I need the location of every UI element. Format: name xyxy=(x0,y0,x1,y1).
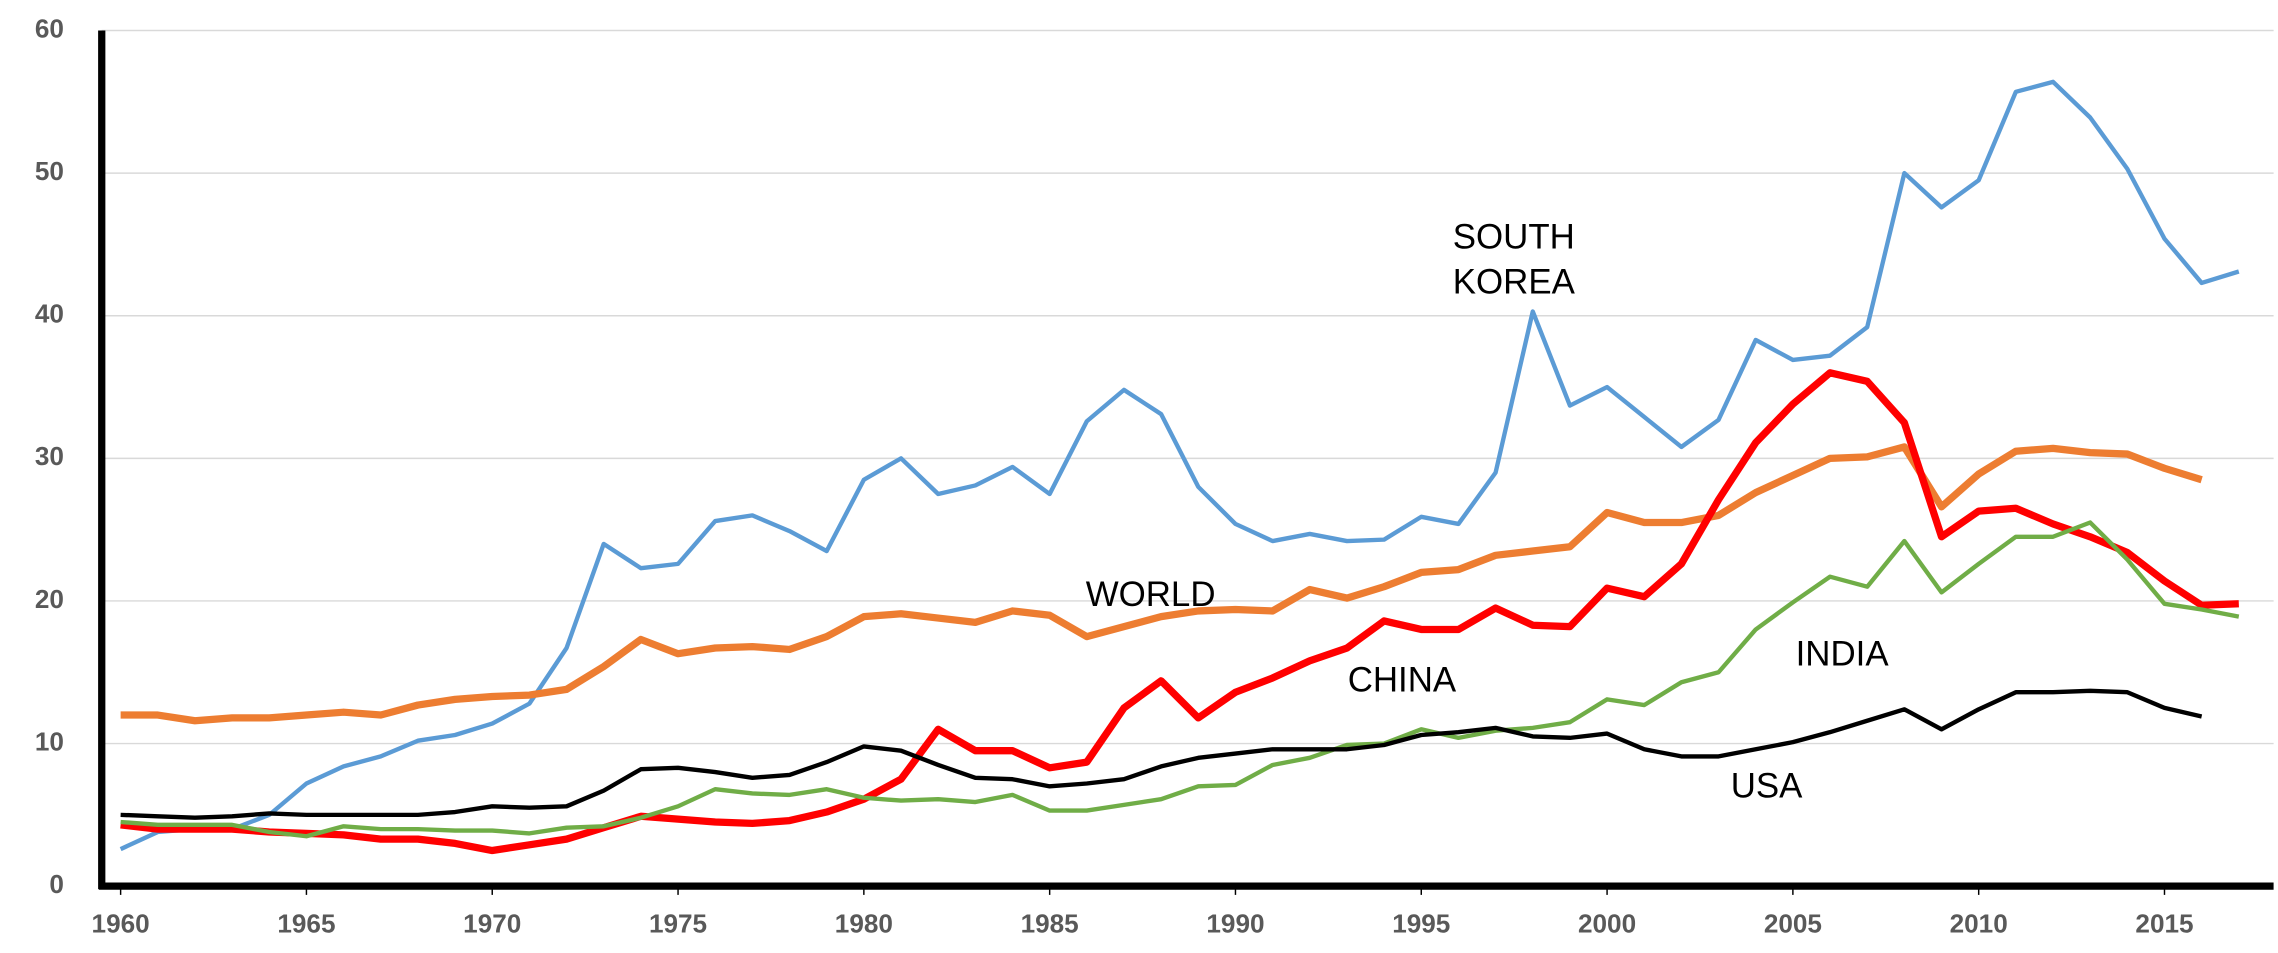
y-tick-label: 60 xyxy=(35,13,64,43)
x-tick-label: 1965 xyxy=(277,908,335,938)
y-tick-label: 40 xyxy=(35,299,64,329)
x-tick-label: 1970 xyxy=(463,908,521,938)
x-tick-label: 2005 xyxy=(1764,908,1822,938)
x-tick-label: 1960 xyxy=(92,908,150,938)
y-tick-label: 0 xyxy=(49,869,64,899)
series-line xyxy=(120,443,2203,725)
series-label-box: SOUTH KOREA xyxy=(1452,217,1575,303)
series-label: WORLD xyxy=(1085,575,1216,615)
series-line xyxy=(120,369,2239,855)
y-tick-label: 30 xyxy=(35,441,64,471)
x-tick-label: 1985 xyxy=(1021,908,1079,938)
series-label-box: WORLD xyxy=(1085,575,1216,615)
x-tick-label: 1980 xyxy=(835,908,893,938)
y-tick-label: 10 xyxy=(35,726,64,756)
series-line xyxy=(120,688,2203,820)
x-tick-label: 2010 xyxy=(1950,908,2008,938)
series-label: USA xyxy=(1730,767,1803,807)
series-line xyxy=(119,79,2240,852)
series-label-box: INDIA xyxy=(1795,634,1889,675)
y-tick-label: 20 xyxy=(35,584,64,614)
series-label: SOUTH KOREA xyxy=(1452,217,1575,303)
x-tick-label: 2015 xyxy=(2135,908,2193,938)
x-tick-label: 2000 xyxy=(1578,908,1636,938)
series-label: CHINA xyxy=(1347,660,1457,701)
y-tick-label: 50 xyxy=(35,156,64,186)
series-label-box: CHINA xyxy=(1347,660,1457,701)
series-label-box: USA xyxy=(1730,767,1803,807)
x-tick-label: 1975 xyxy=(649,908,707,938)
x-tick-label: 1995 xyxy=(1392,908,1450,938)
x-tick-label: 1990 xyxy=(1206,908,1264,938)
series-line xyxy=(120,520,2240,839)
series-label: INDIA xyxy=(1795,634,1889,675)
